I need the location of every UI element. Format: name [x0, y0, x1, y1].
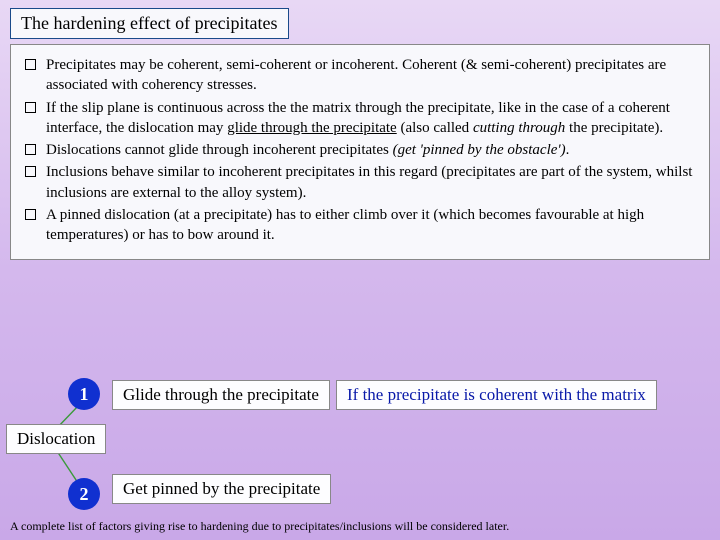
box-if-coherent: If the precipitate is coherent with the …: [336, 380, 657, 410]
bullet-item: Precipitates may be coherent, semi-coher…: [25, 55, 695, 96]
bullet-square-icon: [25, 144, 36, 155]
box-dislocation: Dislocation: [6, 424, 106, 454]
bullet-square-icon: [25, 209, 36, 220]
bullet-text: Inclusions behave similar to incoherent …: [46, 162, 695, 203]
box-if-text: If the precipitate is coherent with the …: [347, 385, 646, 404]
box-pinned: Get pinned by the precipitate: [112, 474, 331, 504]
bullet-text: Precipitates may be coherent, semi-coher…: [46, 55, 695, 96]
circle-2-label: 2: [80, 484, 89, 505]
circle-badge-2: 2: [68, 478, 100, 510]
main-content-box: Precipitates may be coherent, semi-coher…: [10, 44, 710, 260]
title-box: The hardening effect of precipitates: [10, 8, 289, 39]
box-dislocation-text: Dislocation: [17, 429, 95, 448]
bullet-text: If the slip plane is continuous across t…: [46, 98, 695, 139]
footnote: A complete list of factors giving rise t…: [10, 519, 509, 534]
bullet-item: Inclusions behave similar to incoherent …: [25, 162, 695, 203]
footnote-text: A complete list of factors giving rise t…: [10, 519, 509, 533]
box-glide-text: Glide through the precipitate: [123, 385, 319, 404]
bullet-item: A pinned dislocation (at a precipitate) …: [25, 205, 695, 246]
circle-1-label: 1: [80, 384, 89, 405]
box-glide: Glide through the precipitate: [112, 380, 330, 410]
bullet-item: If the slip plane is continuous across t…: [25, 98, 695, 139]
circle-badge-1: 1: [68, 378, 100, 410]
bullet-text: Dislocations cannot glide through incohe…: [46, 140, 695, 160]
box-pinned-text: Get pinned by the precipitate: [123, 479, 320, 498]
bullet-square-icon: [25, 166, 36, 177]
bullet-square-icon: [25, 59, 36, 70]
bullet-item: Dislocations cannot glide through incohe…: [25, 140, 695, 160]
bullet-square-icon: [25, 102, 36, 113]
bullet-text: A pinned dislocation (at a precipitate) …: [46, 205, 695, 246]
title-text: The hardening effect of precipitates: [21, 13, 278, 33]
